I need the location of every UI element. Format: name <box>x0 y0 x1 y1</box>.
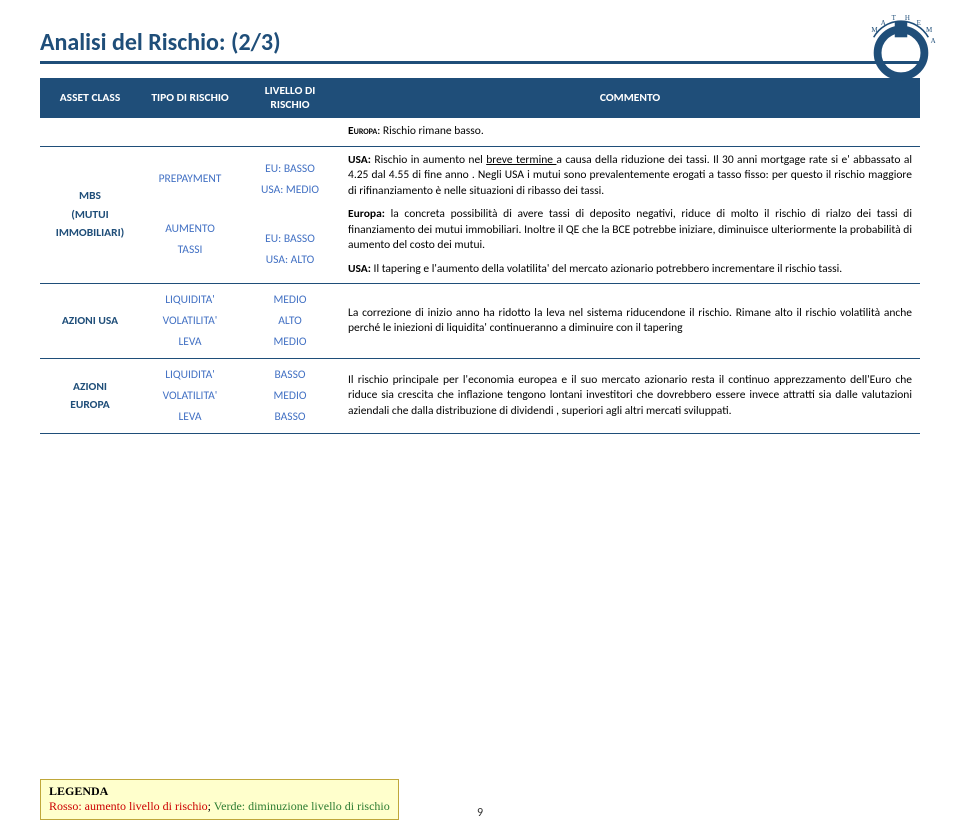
title-underline <box>40 61 920 64</box>
cell-tipo-1: LIQUIDITA'VOLATILITA'LEVA <box>140 284 240 359</box>
intro-livello <box>240 118 340 146</box>
col-tipo: TIPO DI RISCHIO <box>140 78 240 118</box>
cell-tipo-0: PREPAYMENTAUMENTOTASSI <box>140 146 240 284</box>
svg-text:E: E <box>917 19 921 27</box>
intro-tipo <box>140 118 240 146</box>
page-title: Analisi del Rischio: (2/3) <box>40 28 920 57</box>
cell-tipo-2: LIQUIDITA'VOLATILITA'LEVA <box>140 359 240 434</box>
cell-commento-2: Il rischio principale per l'economia eur… <box>340 359 920 434</box>
legend-green: Verde: diminuzione livello di rischio <box>214 799 390 813</box>
intro-comment: Europa: Rischio rimane basso. <box>340 118 920 146</box>
col-commento: COMMENTO <box>340 78 920 118</box>
mathema-logo: M A T H E M A <box>862 10 940 88</box>
cell-asset-1: AZIONI USA <box>40 284 140 359</box>
col-livello: LIVELLO DI RISCHIO <box>240 78 340 118</box>
risk-table: ASSET CLASS TIPO DI RISCHIO LIVELLO DI R… <box>40 78 920 434</box>
svg-text:A: A <box>931 37 936 45</box>
cell-livello-2: BASSOMEDIOBASSO <box>240 359 340 434</box>
svg-text:M: M <box>871 26 878 34</box>
legend-title: LEGENDA <box>49 784 390 800</box>
col-asset: ASSET CLASS <box>40 78 140 118</box>
cell-livello-1: MEDIOALTOMEDIO <box>240 284 340 359</box>
legend-box: LEGENDA Rosso: aumento livello di rischi… <box>40 779 399 820</box>
table-row: MBS(MUTUIIMMOBILIARI) PREPAYMENTAUMENTOT… <box>40 146 920 284</box>
cell-commento-0: USA: Rischio in aumento nel breve termin… <box>340 146 920 284</box>
cell-livello-0: EU: BASSOUSA: MEDIOEU: BASSOUSA: ALTO <box>240 146 340 284</box>
svg-text:A: A <box>881 19 886 27</box>
table-row: AZIONIEUROPA LIQUIDITA'VOLATILITA'LEVA B… <box>40 359 920 434</box>
cell-commento-1: La correzione di inizio anno ha ridotto … <box>340 284 920 359</box>
svg-text:T: T <box>892 14 897 22</box>
intro-asset <box>40 118 140 146</box>
cell-asset-2: AZIONIEUROPA <box>40 359 140 434</box>
svg-text:H: H <box>905 14 910 22</box>
cell-asset-0: MBS(MUTUIIMMOBILIARI) <box>40 146 140 284</box>
legend-red: Rosso: aumento livello di rischio <box>49 799 208 813</box>
svg-text:M: M <box>926 26 933 34</box>
page-number: 9 <box>477 806 483 820</box>
intro-comment-text: Rischio rimane basso. <box>383 124 484 138</box>
table-row: AZIONI USA LIQUIDITA'VOLATILITA'LEVA MED… <box>40 284 920 359</box>
